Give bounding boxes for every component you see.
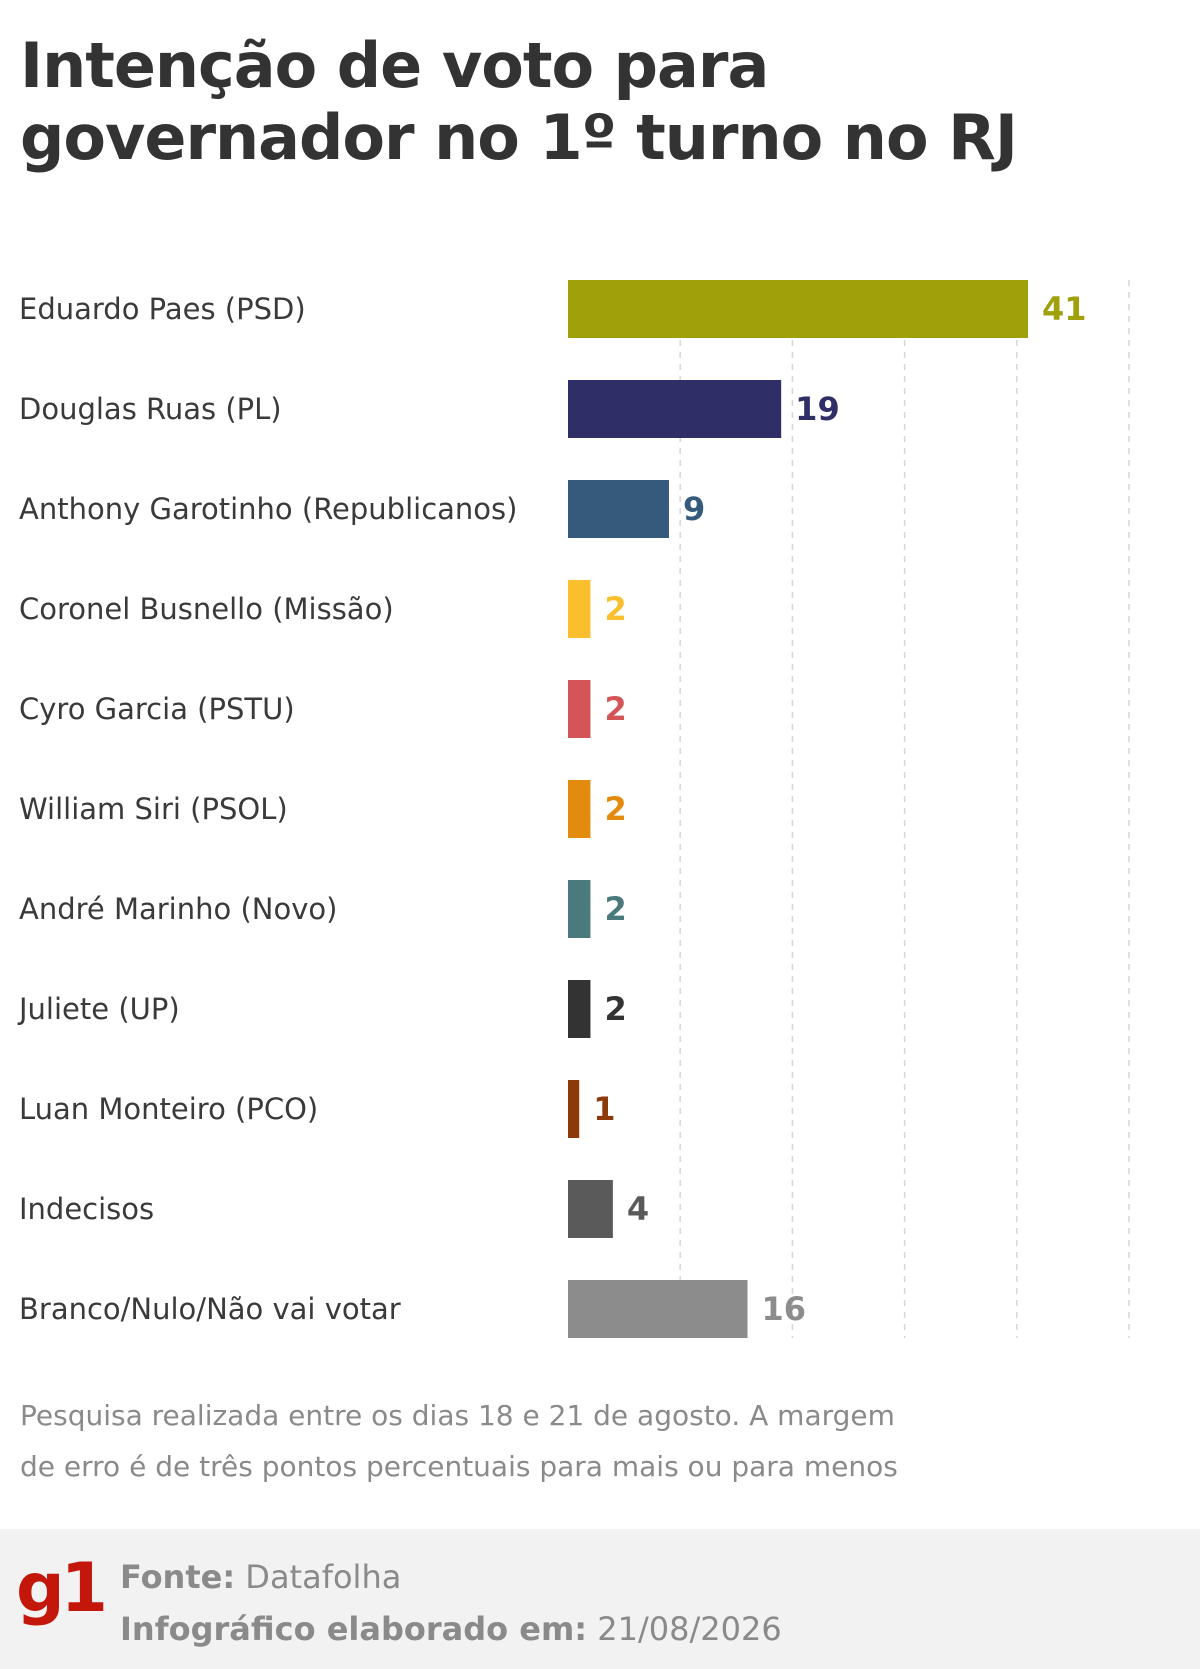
note-line-2: de erro é de três pontos percentuais par… — [20, 1450, 898, 1483]
date-line: Infográfico elaborado em: 21/08/2026 — [120, 1603, 782, 1655]
category-label: André Marinho (Novo) — [19, 892, 337, 926]
category-label: Luan Monteiro (PCO) — [19, 1092, 318, 1126]
bar — [568, 880, 591, 938]
bar — [568, 280, 1029, 338]
category-label: Coronel Busnello (Missão) — [19, 592, 394, 626]
bar — [568, 480, 669, 538]
g1-logo: g1 — [16, 1549, 108, 1628]
category-label: Juliete (UP) — [17, 992, 180, 1026]
value-labels: 41 19 9 2 2 2 2 2 1 4 16 — [593, 290, 1086, 1328]
value-label: 4 — [627, 1190, 649, 1228]
value-label: 2 — [604, 990, 626, 1028]
category-label: Douglas Ruas (PL) — [19, 392, 282, 426]
bar — [568, 980, 591, 1038]
note-line-1: Pesquisa realizada entre os dias 18 e 21… — [20, 1399, 895, 1432]
category-label: Anthony Garotinho (Republicanos) — [19, 492, 517, 526]
value-label: 2 — [604, 790, 626, 828]
category-label: William Siri (PSOL) — [19, 792, 288, 826]
grid-lines — [679, 280, 1130, 1338]
bar — [568, 680, 591, 738]
category-label: Branco/Nulo/Não vai votar — [19, 1292, 401, 1326]
bar — [568, 580, 591, 638]
methodology-note: Pesquisa realizada entre os dias 18 e 21… — [20, 1390, 1140, 1492]
source-value: Datafolha — [245, 1558, 402, 1596]
value-label: 41 — [1042, 290, 1087, 328]
value-label: 2 — [604, 890, 626, 928]
value-label: 16 — [762, 1290, 807, 1328]
category-label: Eduardo Paes (PSD) — [19, 292, 306, 326]
value-label: 9 — [683, 490, 705, 528]
date-label: Infográfico elaborado em: — [120, 1610, 588, 1648]
bar — [568, 1280, 748, 1338]
bar — [568, 1080, 580, 1138]
chart-title: Intenção de voto para governador no 1º t… — [20, 29, 1018, 174]
footer: g1 Fonte: Datafolha Infográfico elaborad… — [0, 1529, 1200, 1669]
category-label: Cyro Garcia (PSTU) — [19, 692, 295, 726]
source-line: Fonte: Datafolha — [120, 1551, 782, 1603]
bar — [568, 380, 782, 438]
category-label: Indecisos — [19, 1192, 154, 1226]
value-label: 1 — [593, 1090, 615, 1128]
bar-chart: Eduardo Paes (PSD) Douglas Ruas (PL) Antho… — [17, 280, 1130, 1338]
bars — [568, 280, 1029, 1338]
date-value: 21/08/2026 — [597, 1610, 782, 1648]
source-label: Fonte: — [120, 1558, 236, 1596]
bar — [568, 780, 591, 838]
value-label: 2 — [604, 690, 626, 728]
category-labels: Eduardo Paes (PSD) Douglas Ruas (PL) Antho… — [17, 292, 517, 1326]
value-label: 2 — [604, 590, 626, 628]
value-label: 19 — [795, 390, 840, 428]
bar — [568, 1180, 613, 1238]
footer-credits: Fonte: Datafolha Infográfico elaborado e… — [120, 1551, 782, 1655]
